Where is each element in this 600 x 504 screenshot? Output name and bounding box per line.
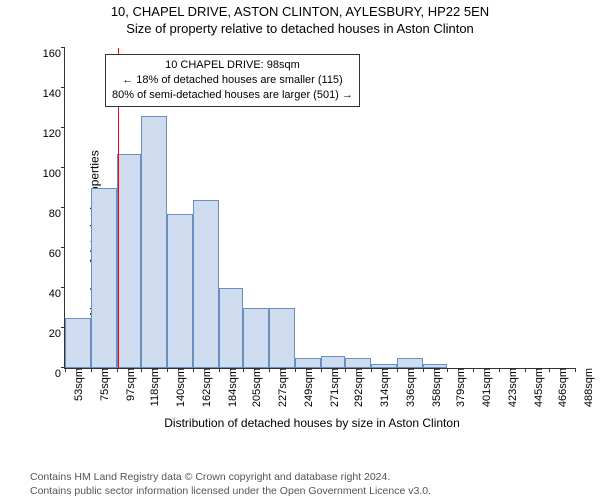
- x-tick-mark: [473, 368, 474, 372]
- x-tick-label: 227sqm: [273, 368, 289, 407]
- x-tick-label: 466sqm: [553, 368, 569, 407]
- x-tick-label: 53sqm: [69, 368, 85, 401]
- x-tick-mark: [117, 368, 118, 372]
- annotation-line: 80% of semi-detached houses are larger (…: [112, 88, 353, 103]
- x-axis-title: Distribution of detached houses by size …: [42, 416, 582, 430]
- y-tick-mark: [61, 207, 65, 208]
- y-tick-label: 80: [49, 208, 65, 220]
- footer-line: Contains public sector information licen…: [30, 484, 431, 498]
- y-tick-label: 120: [43, 128, 65, 140]
- x-tick-mark: [575, 368, 576, 372]
- x-tick-label: 314sqm: [375, 368, 391, 407]
- x-tick-mark: [269, 368, 270, 372]
- x-tick-label: 140sqm: [171, 368, 187, 407]
- footer-line: Contains HM Land Registry data © Crown c…: [30, 470, 431, 484]
- y-tick-mark: [61, 47, 65, 48]
- histogram-bar: [167, 214, 193, 368]
- x-tick-label: 97sqm: [121, 368, 137, 401]
- x-tick-label: 205sqm: [247, 368, 263, 407]
- histogram-bar: [345, 358, 371, 368]
- annotation-line: ← 18% of detached houses are smaller (11…: [112, 73, 353, 88]
- page-title: 10, CHAPEL DRIVE, ASTON CLINTON, AYLESBU…: [0, 4, 600, 19]
- histogram-bar: [65, 318, 91, 368]
- x-tick-mark: [525, 368, 526, 372]
- x-tick-mark: [193, 368, 194, 372]
- x-tick-mark: [499, 368, 500, 372]
- histogram-bar: [371, 364, 397, 368]
- x-tick-label: 488sqm: [579, 368, 595, 407]
- plot-area: 02040608010012014016053sqm75sqm97sqm118s…: [64, 48, 575, 369]
- y-tick-mark: [61, 247, 65, 248]
- y-tick-label: 140: [43, 88, 65, 100]
- x-tick-mark: [167, 368, 168, 372]
- x-tick-mark: [295, 368, 296, 372]
- y-tick-label: 60: [49, 248, 65, 260]
- histogram-bar: [117, 154, 142, 368]
- histogram-bar: [321, 356, 346, 368]
- x-tick-label: 271sqm: [325, 368, 341, 407]
- x-tick-label: 162sqm: [197, 368, 213, 407]
- x-tick-mark: [141, 368, 142, 372]
- x-tick-mark: [423, 368, 424, 372]
- x-tick-mark: [397, 368, 398, 372]
- x-tick-label: 336sqm: [401, 368, 417, 407]
- x-tick-label: 379sqm: [451, 368, 467, 407]
- y-tick-label: 0: [55, 368, 65, 380]
- histogram-bar: [193, 200, 219, 368]
- y-tick-label: 40: [49, 288, 65, 300]
- annotation-line: 10 CHAPEL DRIVE: 98sqm: [112, 58, 353, 73]
- x-tick-label: 249sqm: [299, 368, 315, 407]
- y-tick-mark: [61, 127, 65, 128]
- x-tick-label: 445sqm: [529, 368, 545, 407]
- histogram-chart: Number of detached properties 0204060801…: [42, 48, 582, 418]
- x-tick-mark: [371, 368, 372, 372]
- histogram-bar: [243, 308, 269, 368]
- x-tick-label: 292sqm: [349, 368, 365, 407]
- x-tick-mark: [91, 368, 92, 372]
- y-tick-mark: [61, 167, 65, 168]
- x-tick-label: 75sqm: [95, 368, 111, 401]
- x-tick-mark: [447, 368, 448, 372]
- histogram-bar: [423, 364, 448, 368]
- page-subtitle: Size of property relative to detached ho…: [0, 21, 600, 36]
- y-tick-label: 20: [49, 328, 65, 340]
- x-tick-mark: [219, 368, 220, 372]
- annotation-box: 10 CHAPEL DRIVE: 98sqm ← 18% of detached…: [105, 54, 360, 107]
- footer-attribution: Contains HM Land Registry data © Crown c…: [30, 470, 431, 498]
- histogram-bar: [295, 358, 321, 368]
- histogram-bar: [219, 288, 244, 368]
- x-tick-mark: [549, 368, 550, 372]
- y-tick-label: 100: [43, 168, 65, 180]
- x-tick-mark: [243, 368, 244, 372]
- x-tick-label: 184sqm: [223, 368, 239, 407]
- y-tick-mark: [61, 87, 65, 88]
- y-tick-mark: [61, 287, 65, 288]
- x-tick-label: 401sqm: [477, 368, 493, 407]
- histogram-bar: [269, 308, 295, 368]
- x-tick-label: 358sqm: [427, 368, 443, 407]
- histogram-bar: [91, 188, 117, 368]
- histogram-bar: [397, 358, 423, 368]
- x-tick-label: 118sqm: [145, 368, 161, 406]
- x-tick-mark: [345, 368, 346, 372]
- x-tick-mark: [321, 368, 322, 372]
- x-tick-label: 423sqm: [503, 368, 519, 407]
- histogram-bar: [141, 116, 167, 368]
- x-tick-mark: [65, 368, 66, 372]
- y-tick-label: 160: [43, 48, 65, 60]
